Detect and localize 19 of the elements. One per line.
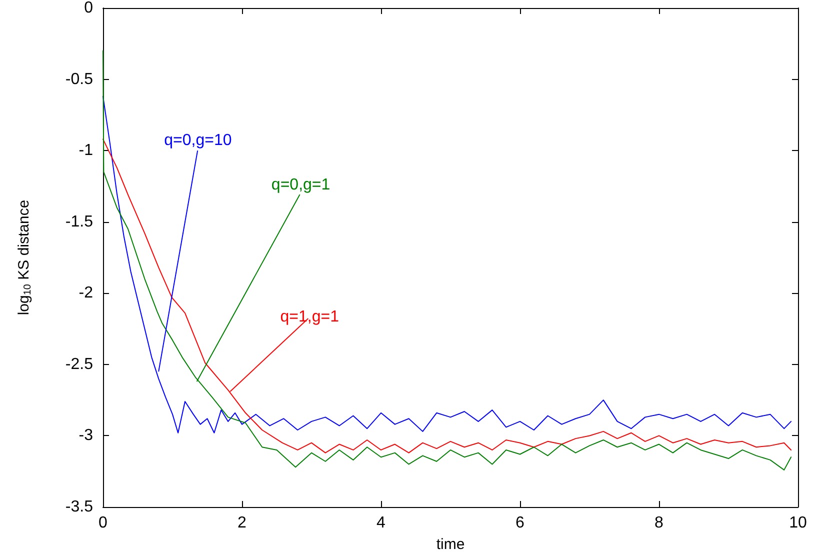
x-tick-label: 0 (98, 514, 108, 532)
x-tick-label: 10 (789, 514, 807, 532)
y-tick-label: -1 (78, 142, 94, 160)
x-axis-title: time (436, 536, 465, 553)
x-tick-label: 6 (516, 514, 525, 532)
y-tick-label: -2 (78, 284, 94, 302)
y-tick-label: -3 (78, 427, 94, 444)
annotation: q=1,g=1 (280, 308, 340, 326)
y-axis-title: log10 KS distance (16, 200, 34, 316)
y-tick-label: 0 (84, 0, 94, 16)
annotation: q=0,g=10 (164, 132, 232, 150)
x-tick-label: 2 (238, 514, 247, 532)
x-tick-label: 8 (654, 514, 664, 532)
annotation: q=0,g=1 (271, 176, 330, 194)
y-tick-label: -1.5 (65, 213, 94, 230)
x-tick-label: 4 (376, 514, 386, 532)
y-tick-label: -2.5 (65, 356, 94, 373)
y-tick-label: -3.5 (65, 498, 94, 516)
y-tick-label: -0.5 (65, 70, 94, 88)
